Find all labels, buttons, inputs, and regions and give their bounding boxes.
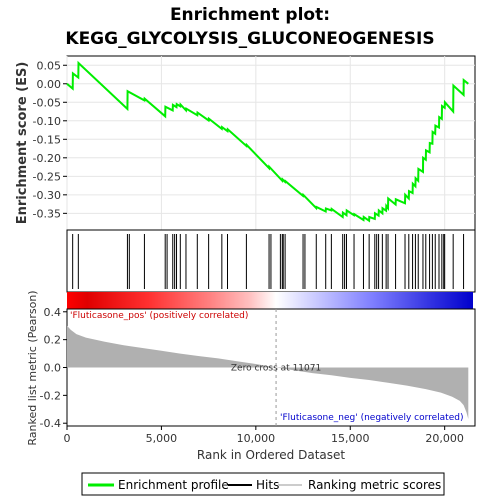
x-ticks: 0 5,000 10,000 15,000 20,000 <box>64 426 464 445</box>
metric-y-tick-label: -0.4 <box>40 417 61 430</box>
es-y-tick-label: -0.35 <box>33 207 61 220</box>
metric-y-tick-label: 0.2 <box>44 334 62 347</box>
x-axis-title: Rank in Ordered Dataset <box>197 448 345 462</box>
es-y-tick-label: -0.05 <box>33 96 61 109</box>
es-y-tick-label: 0.00 <box>37 78 62 91</box>
chart-title-line2: KEGG_GLYCOLYSIS_GLUCONEOGENESIS <box>65 29 434 49</box>
es-y-ticks: 0.05 0.00 -0.05 -0.10 -0.15 -0.20 -0.25 -0.30 -0… <box>33 59 67 220</box>
es-y-tick-label: -0.25 <box>33 170 61 183</box>
metric-y-tick-label: 0.0 <box>44 362 62 375</box>
legend-metric-label: Ranking metric scores <box>308 478 441 492</box>
x-tick-label: 20,000 <box>425 432 464 445</box>
hits-ticks <box>72 234 465 289</box>
es-y-axis-title: Enrichment score (ES) <box>15 62 30 225</box>
legend-box <box>81 472 445 496</box>
es-panel-frame <box>66 55 476 231</box>
metric-y-tick-label: 0.4 <box>44 306 62 319</box>
x-tick-label: 10,000 <box>237 432 276 445</box>
zero-cross-label: Zero cross at 11071 <box>231 364 321 374</box>
negative-correlation-label: 'Fluticasone_neg' (negatively correlated… <box>280 413 463 423</box>
x-tick-label: 0 <box>64 432 71 445</box>
x-tick-label: 5,000 <box>146 432 178 445</box>
es-y-tick-label: -0.20 <box>33 152 61 165</box>
es-y-tick-label: -0.15 <box>33 133 61 146</box>
metric-y-tick-label: -0.2 <box>40 389 61 402</box>
es-y-tick-label: -0.10 <box>33 115 61 128</box>
metric-y-axis-title: Ranked list metric (Pearson) <box>26 290 39 445</box>
chart-title-line1: Enrichment plot: <box>170 5 330 25</box>
x-tick-label: 15,000 <box>331 432 370 445</box>
es-y-tick-label: -0.30 <box>33 189 61 202</box>
rank-color-bar <box>67 292 473 309</box>
ranked-metric-area <box>67 325 469 419</box>
metric-y-ticks: 0.4 0.2 0.0 -0.2 -0.4 <box>40 306 67 430</box>
es-grid <box>66 56 475 230</box>
es-y-tick-label: 0.05 <box>37 59 62 72</box>
enrichment-profile-line <box>66 60 469 223</box>
positive-correlation-label: 'Fluticasone_pos' (positively correlated… <box>70 311 248 321</box>
legend-hits-label: Hits <box>256 478 279 492</box>
legend-enrichment-label: Enrichment profile <box>118 478 229 492</box>
